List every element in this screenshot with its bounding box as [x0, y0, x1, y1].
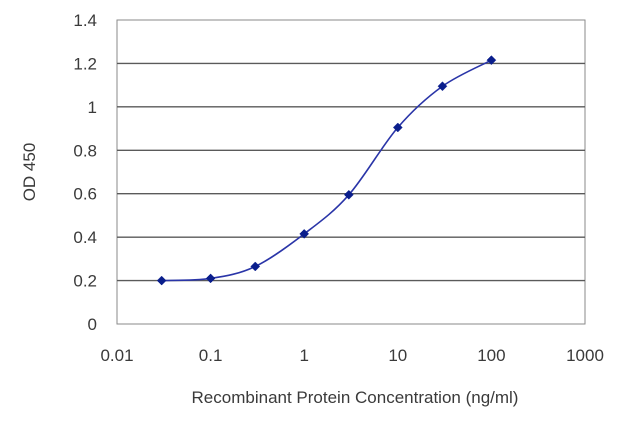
x-tick-label: 1000 [566, 346, 604, 365]
y-tick-label: 0.6 [73, 185, 97, 204]
x-axis-title: Recombinant Protein Concentration (ng/ml… [192, 388, 519, 407]
y-tick-label: 0 [88, 315, 97, 334]
x-tick-label: 0.1 [199, 346, 223, 365]
y-tick-label: 1.4 [73, 11, 97, 30]
data-point [437, 81, 448, 92]
x-tick-label: 10 [388, 346, 407, 365]
data-point [250, 261, 261, 272]
plot-area [116, 19, 586, 325]
data-point [299, 229, 310, 239]
data-point [344, 189, 354, 200]
x-tick-label: 1 [299, 346, 308, 365]
y-tick-label: 0.2 [73, 272, 97, 291]
y-tick-label: 0.4 [73, 228, 97, 247]
data-point [156, 275, 167, 286]
y-tick-label: 0.8 [73, 141, 97, 160]
x-tick-label: 100 [477, 346, 505, 365]
tick-labels: 0 0.2 0.4 0.6 0.8 1 1.2 1.4 0.01 0.1 1 10 100 1000 [73, 11, 604, 365]
series-line [161, 59, 492, 282]
data-point [205, 273, 216, 284]
data-point [486, 55, 497, 66]
y-tick-label: 1 [88, 98, 97, 117]
x-tick-label: 0.01 [100, 346, 133, 365]
series [156, 55, 497, 286]
y-tick-label: 1.2 [73, 54, 97, 73]
y-axis-title: OD 450 [20, 143, 39, 202]
data-point [392, 122, 403, 133]
